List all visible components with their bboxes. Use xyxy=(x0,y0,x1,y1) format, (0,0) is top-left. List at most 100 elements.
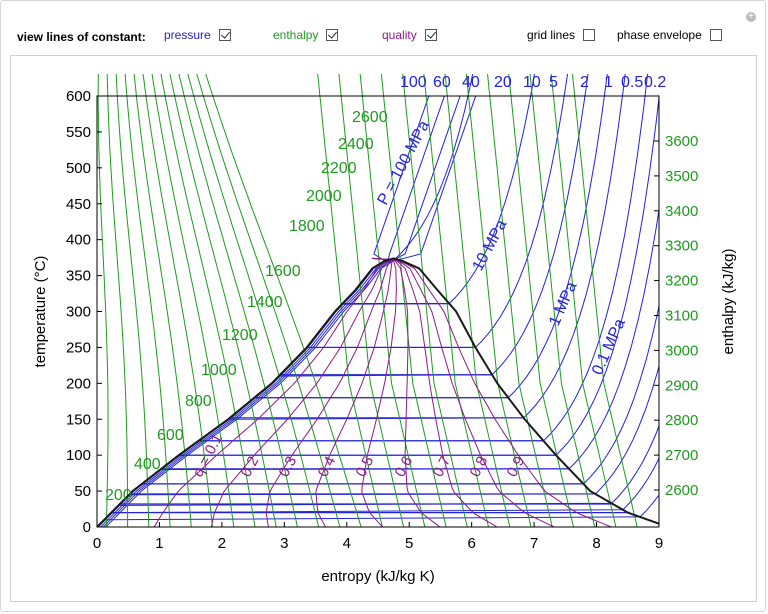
y-tick-label: 600 xyxy=(66,88,91,105)
y-tick-label: 0 xyxy=(83,519,91,536)
top-pressure-label: 20 xyxy=(494,74,512,91)
isenthalp-line xyxy=(169,74,277,527)
x-tick-label: 2 xyxy=(218,535,226,552)
right-tick-label: 2600 xyxy=(665,482,698,499)
quality-line xyxy=(361,257,397,527)
quality-label: 0.2 xyxy=(238,453,263,479)
controls-label: view lines of constant: xyxy=(17,30,146,44)
enthalpy-line-label: 2400 xyxy=(338,136,374,153)
quality-line xyxy=(153,257,392,527)
isenthalp-line xyxy=(550,74,617,527)
x-tick-label: 0 xyxy=(93,535,101,552)
y-tick-label: 100 xyxy=(66,447,91,464)
top-pressure-label: 0.5 xyxy=(621,74,643,91)
isenthalp-line xyxy=(402,74,468,527)
plot-lines xyxy=(97,74,659,527)
chart-panel: 0 1 2 3 4 5 6 7 8 9 0 50 100 150 200 250 300 350 400 450 500… xyxy=(10,55,757,602)
isenthalp-line xyxy=(423,74,489,527)
isenthalp-line xyxy=(444,74,511,527)
isenthalp-line xyxy=(487,74,553,527)
enthalpy-line-label: 2000 xyxy=(306,188,342,205)
right-axis-label: enthalpy (kJ/kg) xyxy=(720,249,737,355)
quality-toggle-label: quality xyxy=(382,28,417,42)
enthalpy-line-label: 1800 xyxy=(289,218,325,235)
phase-envelope-checkbox[interactable] xyxy=(709,29,722,41)
enthalpy-line-label: 600 xyxy=(157,427,184,444)
x-tick-label: 6 xyxy=(467,535,475,552)
isenthalp-line xyxy=(317,74,383,527)
quality-label: 0.5 xyxy=(353,453,378,479)
isenthalp-line xyxy=(359,74,426,527)
quality-checkbox[interactable] xyxy=(424,29,437,41)
pressure-annotation: 0.1 MPa xyxy=(589,316,629,377)
quality-line xyxy=(210,257,393,527)
pressure-annotation: 10 MPa xyxy=(470,217,511,274)
y-tick-label: 150 xyxy=(66,411,91,428)
enthalpy-line-label: 1000 xyxy=(201,362,237,379)
isobar-line xyxy=(97,457,659,527)
x-tick-label: 5 xyxy=(405,535,413,552)
quality-line xyxy=(315,257,394,527)
top-pressure-label: 100 xyxy=(400,74,427,91)
isenthalp-line xyxy=(205,74,362,527)
plus-icon[interactable]: + xyxy=(746,12,756,22)
enthalpy-checkbox[interactable] xyxy=(326,29,339,41)
right-tick-label: 2800 xyxy=(665,412,698,429)
isenthalp-line xyxy=(465,74,532,527)
top-pressure-label: 10 xyxy=(523,74,541,91)
enthalpy-toggle[interactable]: enthalpy xyxy=(273,28,339,42)
x-tick-label: 1 xyxy=(155,535,163,552)
quality-line xyxy=(265,257,393,527)
y-axis-label: temperature (°C) xyxy=(32,256,49,368)
isenthalp-line xyxy=(142,74,213,527)
x-tick-label: 3 xyxy=(280,535,288,552)
enthalpy-line-label: 1200 xyxy=(222,327,258,344)
isenthalp-line xyxy=(178,74,298,527)
isenthalp-line xyxy=(115,74,150,527)
grid-lines-toggle[interactable]: grid lines xyxy=(527,28,596,42)
enthalpy-line-label: 400 xyxy=(134,456,161,473)
top-pressure-label: 0.2 xyxy=(644,74,666,91)
ts-diagram: 0 1 2 3 4 5 6 7 8 9050100150200250300350400450500… xyxy=(32,74,737,585)
isenthalp-line xyxy=(196,74,341,527)
enthalpy-line-label: 800 xyxy=(185,393,212,410)
grid-lines-toggle-label: grid lines xyxy=(527,28,576,42)
right-tick-label: 3400 xyxy=(665,203,698,220)
y-tick-label: 350 xyxy=(66,268,91,285)
isenthalp-line xyxy=(187,74,320,527)
grid-lines-checkbox[interactable] xyxy=(583,29,596,41)
isenthalp-line xyxy=(106,74,129,527)
pressure-checkbox[interactable] xyxy=(218,29,231,41)
top-pressure-label: 1 xyxy=(604,74,613,91)
enthalpy-toggle-label: enthalpy xyxy=(273,28,319,42)
isenthalp-line xyxy=(151,74,235,527)
top-pressure-label: 2 xyxy=(580,74,589,91)
pressure-annotation: P = 100 MPa xyxy=(375,118,434,208)
quality-label: 0.7 xyxy=(430,453,455,479)
isenthalp-line xyxy=(571,74,638,527)
right-tick-label: 3300 xyxy=(665,238,698,255)
isenthalp-line xyxy=(529,74,596,527)
top-pressure-label: 60 xyxy=(433,74,451,91)
isenthalp-line xyxy=(338,74,405,527)
y-tick-label: 300 xyxy=(66,304,91,321)
y-tick-label: 200 xyxy=(66,375,91,392)
x-tick-label: 4 xyxy=(343,535,351,552)
quality-label: 0.9 xyxy=(504,453,529,479)
enthalpy-line-label: 2200 xyxy=(321,160,357,177)
right-tick-label: 3100 xyxy=(665,308,698,325)
y-tick-label: 50 xyxy=(74,483,91,500)
enthalpy-line-label: 1400 xyxy=(247,294,283,311)
phase-envelope-toggle-label: phase envelope xyxy=(617,28,702,42)
phase-envelope-toggle[interactable]: phase envelope xyxy=(617,28,722,42)
enthalpy-line-label: 2600 xyxy=(352,109,388,126)
x-axis-label: entropy (kJ/kg K) xyxy=(321,568,434,585)
quality-line xyxy=(372,257,555,527)
pressure-toggle[interactable]: pressure xyxy=(164,28,231,42)
isenthalp-line xyxy=(380,74,447,527)
top-pressure-label: 5 xyxy=(549,74,558,91)
controls-bar: view lines of constant: pressure enthalp… xyxy=(17,24,757,50)
quality-toggle[interactable]: quality xyxy=(382,28,437,42)
x-tick-label: 7 xyxy=(530,535,538,552)
saturation-dome xyxy=(97,257,659,527)
